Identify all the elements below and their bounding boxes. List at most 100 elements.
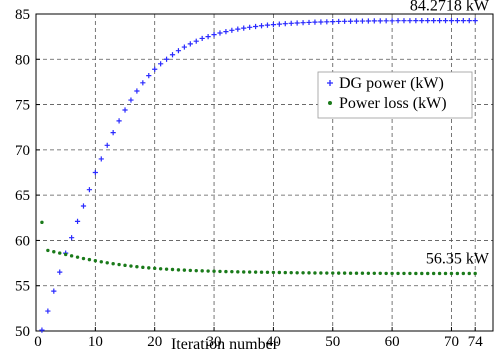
data-point <box>395 18 401 24</box>
data-point <box>122 107 128 113</box>
data-point <box>455 271 460 276</box>
data-point <box>431 18 437 24</box>
data-point <box>123 263 127 268</box>
data-point <box>51 288 57 294</box>
data-point <box>460 18 466 24</box>
data-point <box>169 52 176 58</box>
data-point <box>408 271 412 276</box>
data-point <box>264 22 271 28</box>
data-point <box>461 271 466 276</box>
data-point <box>58 251 62 255</box>
data-point <box>247 270 252 274</box>
data-point <box>199 35 205 42</box>
data-point <box>141 265 145 270</box>
data-point <box>378 271 382 276</box>
data-series <box>39 17 478 333</box>
data-point <box>110 130 116 136</box>
data-point <box>175 48 182 54</box>
data-point <box>288 20 294 26</box>
data-point <box>467 271 471 276</box>
data-point <box>289 270 293 275</box>
data-point <box>146 72 152 79</box>
data-point <box>217 30 223 36</box>
x-tick-label: 10 <box>88 334 103 350</box>
axis-ticks: 0 10 20 30 40 50 60 70 74 50 55 60 65 70 75 80 85 <box>15 7 483 350</box>
data-point <box>389 18 395 24</box>
data-point <box>105 261 109 265</box>
data-point <box>241 25 247 31</box>
x-tick-label: 74 <box>468 334 484 350</box>
data-point <box>236 270 240 274</box>
y-tick-label: 50 <box>15 324 30 340</box>
data-point <box>252 23 259 30</box>
data-point <box>187 41 193 47</box>
data-point <box>200 269 204 273</box>
data-point <box>163 56 170 62</box>
data-point <box>359 18 366 24</box>
data-point <box>247 24 253 30</box>
value-annotation: 56.35 kW <box>426 250 490 267</box>
data-point <box>104 142 110 148</box>
data-point <box>437 271 442 276</box>
data-point <box>342 271 347 275</box>
data-point <box>390 271 394 276</box>
data-point <box>336 18 342 25</box>
data-point <box>117 262 121 267</box>
data-point <box>449 271 454 276</box>
data-point <box>282 21 288 27</box>
data-point <box>229 27 235 33</box>
data-point <box>313 271 317 275</box>
y-tick-label: 65 <box>15 188 30 204</box>
data-point <box>176 268 181 272</box>
data-point <box>129 264 133 268</box>
x-tick-label: 30 <box>207 334 222 350</box>
data-point <box>170 267 175 272</box>
series-power-loss <box>40 220 477 276</box>
data-point <box>69 235 75 241</box>
value-annotation: 84.2718 kW <box>410 0 490 15</box>
legend-box <box>317 71 473 119</box>
data-point <box>223 29 229 35</box>
data-point <box>128 97 134 103</box>
data-point <box>63 252 68 257</box>
x-tick-label: 70 <box>444 334 459 350</box>
data-point <box>425 18 431 24</box>
data-point <box>319 271 323 275</box>
data-point <box>443 271 448 276</box>
x-tick-label: 20 <box>147 334 162 350</box>
data-point <box>436 18 443 24</box>
data-point <box>277 270 282 275</box>
data-point <box>426 271 430 276</box>
data-point <box>212 269 216 273</box>
data-point <box>205 34 211 40</box>
data-point <box>413 18 419 24</box>
legend-entry: Power loss (kW) <box>339 95 447 112</box>
y-tick-label: 70 <box>15 143 30 159</box>
data-point <box>312 19 318 25</box>
data-point <box>206 269 210 273</box>
data-point <box>420 271 424 276</box>
legend-marker-power-loss <box>328 101 332 105</box>
data-point <box>98 156 104 162</box>
data-point <box>75 255 80 259</box>
data-point <box>336 271 341 275</box>
data-point <box>366 271 371 276</box>
data-point <box>259 270 264 274</box>
data-point <box>99 260 103 264</box>
data-point <box>442 18 449 24</box>
y-tick-label: 80 <box>15 52 30 68</box>
legend-entry: DG power (kW) <box>339 75 444 92</box>
data-point <box>111 262 115 266</box>
data-point <box>158 267 163 271</box>
data-point <box>134 88 140 94</box>
data-point <box>140 80 146 86</box>
data-point <box>300 20 306 26</box>
data-point <box>348 271 353 275</box>
data-point <box>324 19 330 25</box>
data-point <box>473 271 477 276</box>
data-point <box>147 266 151 270</box>
data-point <box>270 21 277 28</box>
data-point <box>276 21 282 27</box>
y-tick-label: 60 <box>15 233 30 249</box>
